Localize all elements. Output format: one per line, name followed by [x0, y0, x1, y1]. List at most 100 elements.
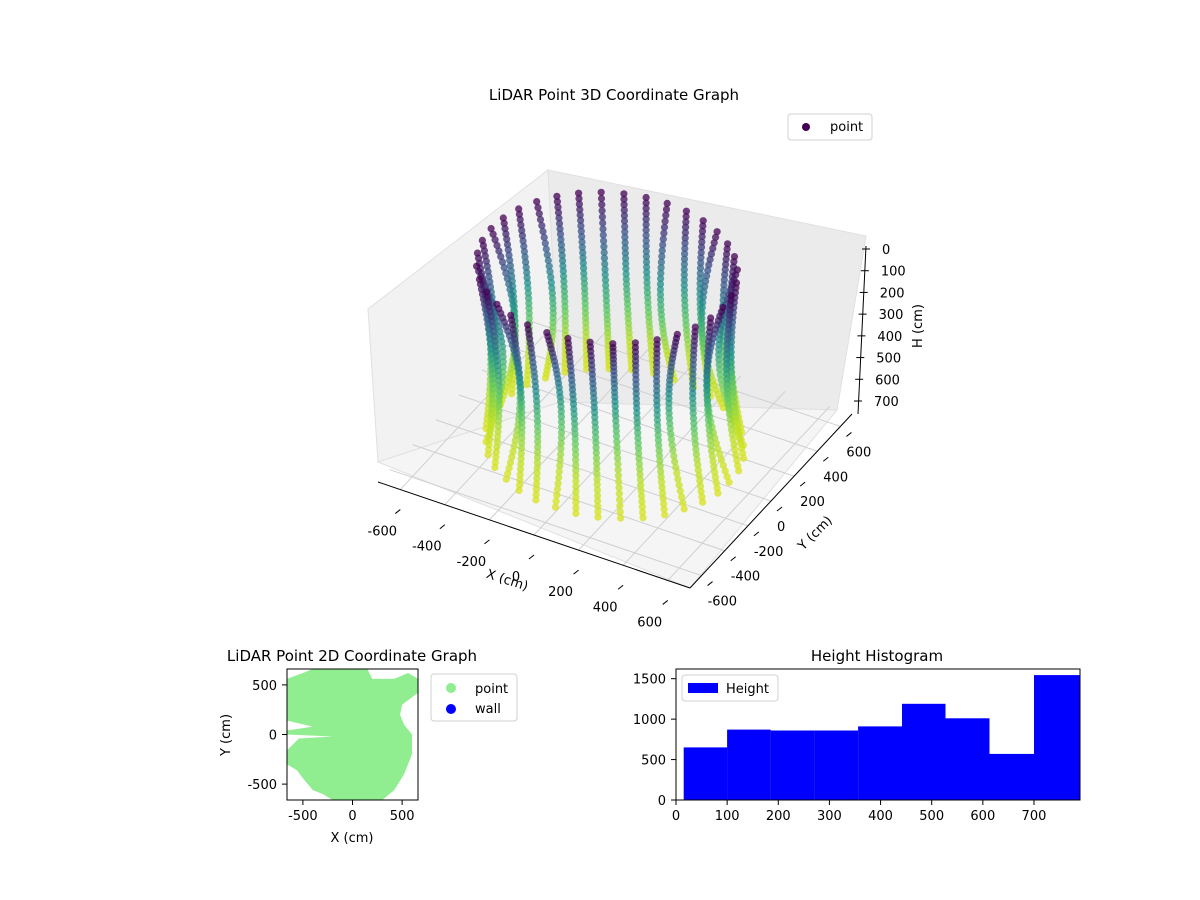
data-point-3d — [691, 323, 699, 331]
data-point-3d — [575, 200, 584, 208]
data-point-3d — [707, 442, 715, 450]
data-point-3d — [698, 304, 706, 312]
data-point-3d — [620, 217, 629, 225]
data-point-3d — [599, 231, 607, 239]
data-point-3d — [592, 449, 600, 457]
histogram-chart: Height Histogram 0 100 200 300 400 500 600 700 … — [633, 647, 1081, 824]
data-point-3d — [495, 397, 503, 405]
data-point-3d — [499, 363, 507, 371]
data-point-3d — [551, 503, 560, 511]
data-point-3d — [694, 466, 702, 474]
data-point-3d — [556, 225, 564, 233]
data-point-3d — [518, 429, 526, 437]
histogram-x-ticks: 0 100 200 300 400 500 600 700 — [672, 800, 1046, 824]
data-point-3d — [622, 265, 630, 273]
data-point-3d — [586, 338, 594, 346]
y-axis-label-2d: Y (cm) — [219, 714, 234, 757]
data-point-3d — [548, 284, 556, 292]
data-point-3d — [698, 233, 706, 241]
data-point-3d — [600, 243, 608, 251]
data-point-3d — [602, 292, 610, 300]
x-tick-label-2d: 500 — [390, 809, 415, 824]
data-point-3d — [502, 230, 510, 238]
data-point-3d — [592, 444, 600, 452]
z-axis-label-3d: H (cm) — [911, 304, 926, 348]
data-point-3d — [690, 419, 698, 427]
data-point-3d — [495, 387, 503, 395]
data-point-3d — [682, 218, 690, 226]
data-point-3d — [663, 199, 671, 207]
data-point-3d — [516, 465, 525, 473]
data-point-3d — [655, 452, 664, 460]
legend-3d-label: point — [830, 120, 863, 135]
data-point-3d — [495, 402, 503, 410]
data-point-3d — [634, 429, 642, 437]
data-point-3d — [577, 227, 585, 235]
histogram-bar — [989, 753, 1034, 800]
data-point-3d — [620, 212, 629, 220]
data-point-3d — [698, 324, 706, 332]
data-point-3d — [622, 254, 630, 262]
data-point-3d — [723, 250, 731, 258]
chart-2d: LiDAR Point 2D Coordinate Graph -500 0 500… — [219, 647, 518, 846]
data-point-3d — [657, 468, 665, 476]
data-point-3d — [697, 248, 705, 257]
data-point-3d — [601, 265, 609, 273]
data-point-3d — [500, 264, 508, 272]
data-point-3d — [657, 258, 666, 266]
data-point-3d — [511, 437, 519, 445]
data-point-3d — [517, 460, 525, 468]
data-point-3d — [658, 478, 666, 486]
data-point-3d — [572, 472, 580, 480]
y-tick-mark-3d — [846, 432, 852, 437]
data-point-3d — [656, 280, 665, 288]
data-point-3d — [560, 287, 569, 296]
data-point-3d — [696, 477, 704, 485]
data-point-3d — [533, 198, 541, 206]
data-point-3d — [532, 496, 540, 504]
data-point-3d — [512, 431, 521, 439]
legend-3d-box — [787, 113, 873, 141]
histogram-bar — [1034, 675, 1080, 800]
data-point-3d — [681, 296, 689, 304]
data-point-3d — [615, 478, 623, 486]
data-point-3d — [559, 267, 567, 275]
x-tick-label-3d: 200 — [548, 585, 573, 600]
data-point-3d — [659, 489, 667, 497]
data-point-3d — [666, 419, 674, 427]
data-point-3d — [719, 461, 727, 470]
data-point-3d — [541, 239, 549, 247]
data-point-3d — [538, 222, 546, 230]
data-point-3d — [579, 249, 587, 257]
data-point-3d — [636, 470, 644, 479]
data-point-3d — [560, 277, 568, 285]
data-point-3d — [533, 412, 541, 420]
data-point-3d — [704, 411, 712, 419]
data-point-3d — [622, 280, 631, 288]
data-point-3d — [547, 273, 555, 281]
data-point-3d — [572, 499, 580, 507]
data-point-3d — [594, 513, 602, 521]
data-point-3d — [699, 299, 707, 307]
data-point-3d — [692, 450, 701, 458]
data-point-3d — [690, 429, 699, 438]
data-point-3d — [515, 481, 524, 489]
data-point-3d — [680, 286, 689, 294]
data-point-3d — [495, 392, 503, 400]
data-point-3d — [602, 287, 610, 295]
data-point-3d — [488, 365, 496, 373]
data-point-3d — [572, 477, 580, 485]
data-point-3d — [612, 422, 620, 430]
data-point-3d — [659, 494, 667, 502]
data-point-3d — [592, 438, 600, 447]
data-point-3d — [642, 193, 650, 202]
data-point-3d — [711, 473, 720, 481]
data-point-3d — [691, 440, 700, 448]
data-point-3d — [661, 217, 669, 225]
data-point-3d — [642, 231, 650, 239]
data-point-3d — [503, 235, 511, 243]
data-point-3d — [642, 258, 651, 266]
data-point-3d — [612, 427, 620, 435]
y-axis-label-3d: Y (cm) — [795, 513, 836, 554]
data-point-3d — [572, 504, 580, 512]
